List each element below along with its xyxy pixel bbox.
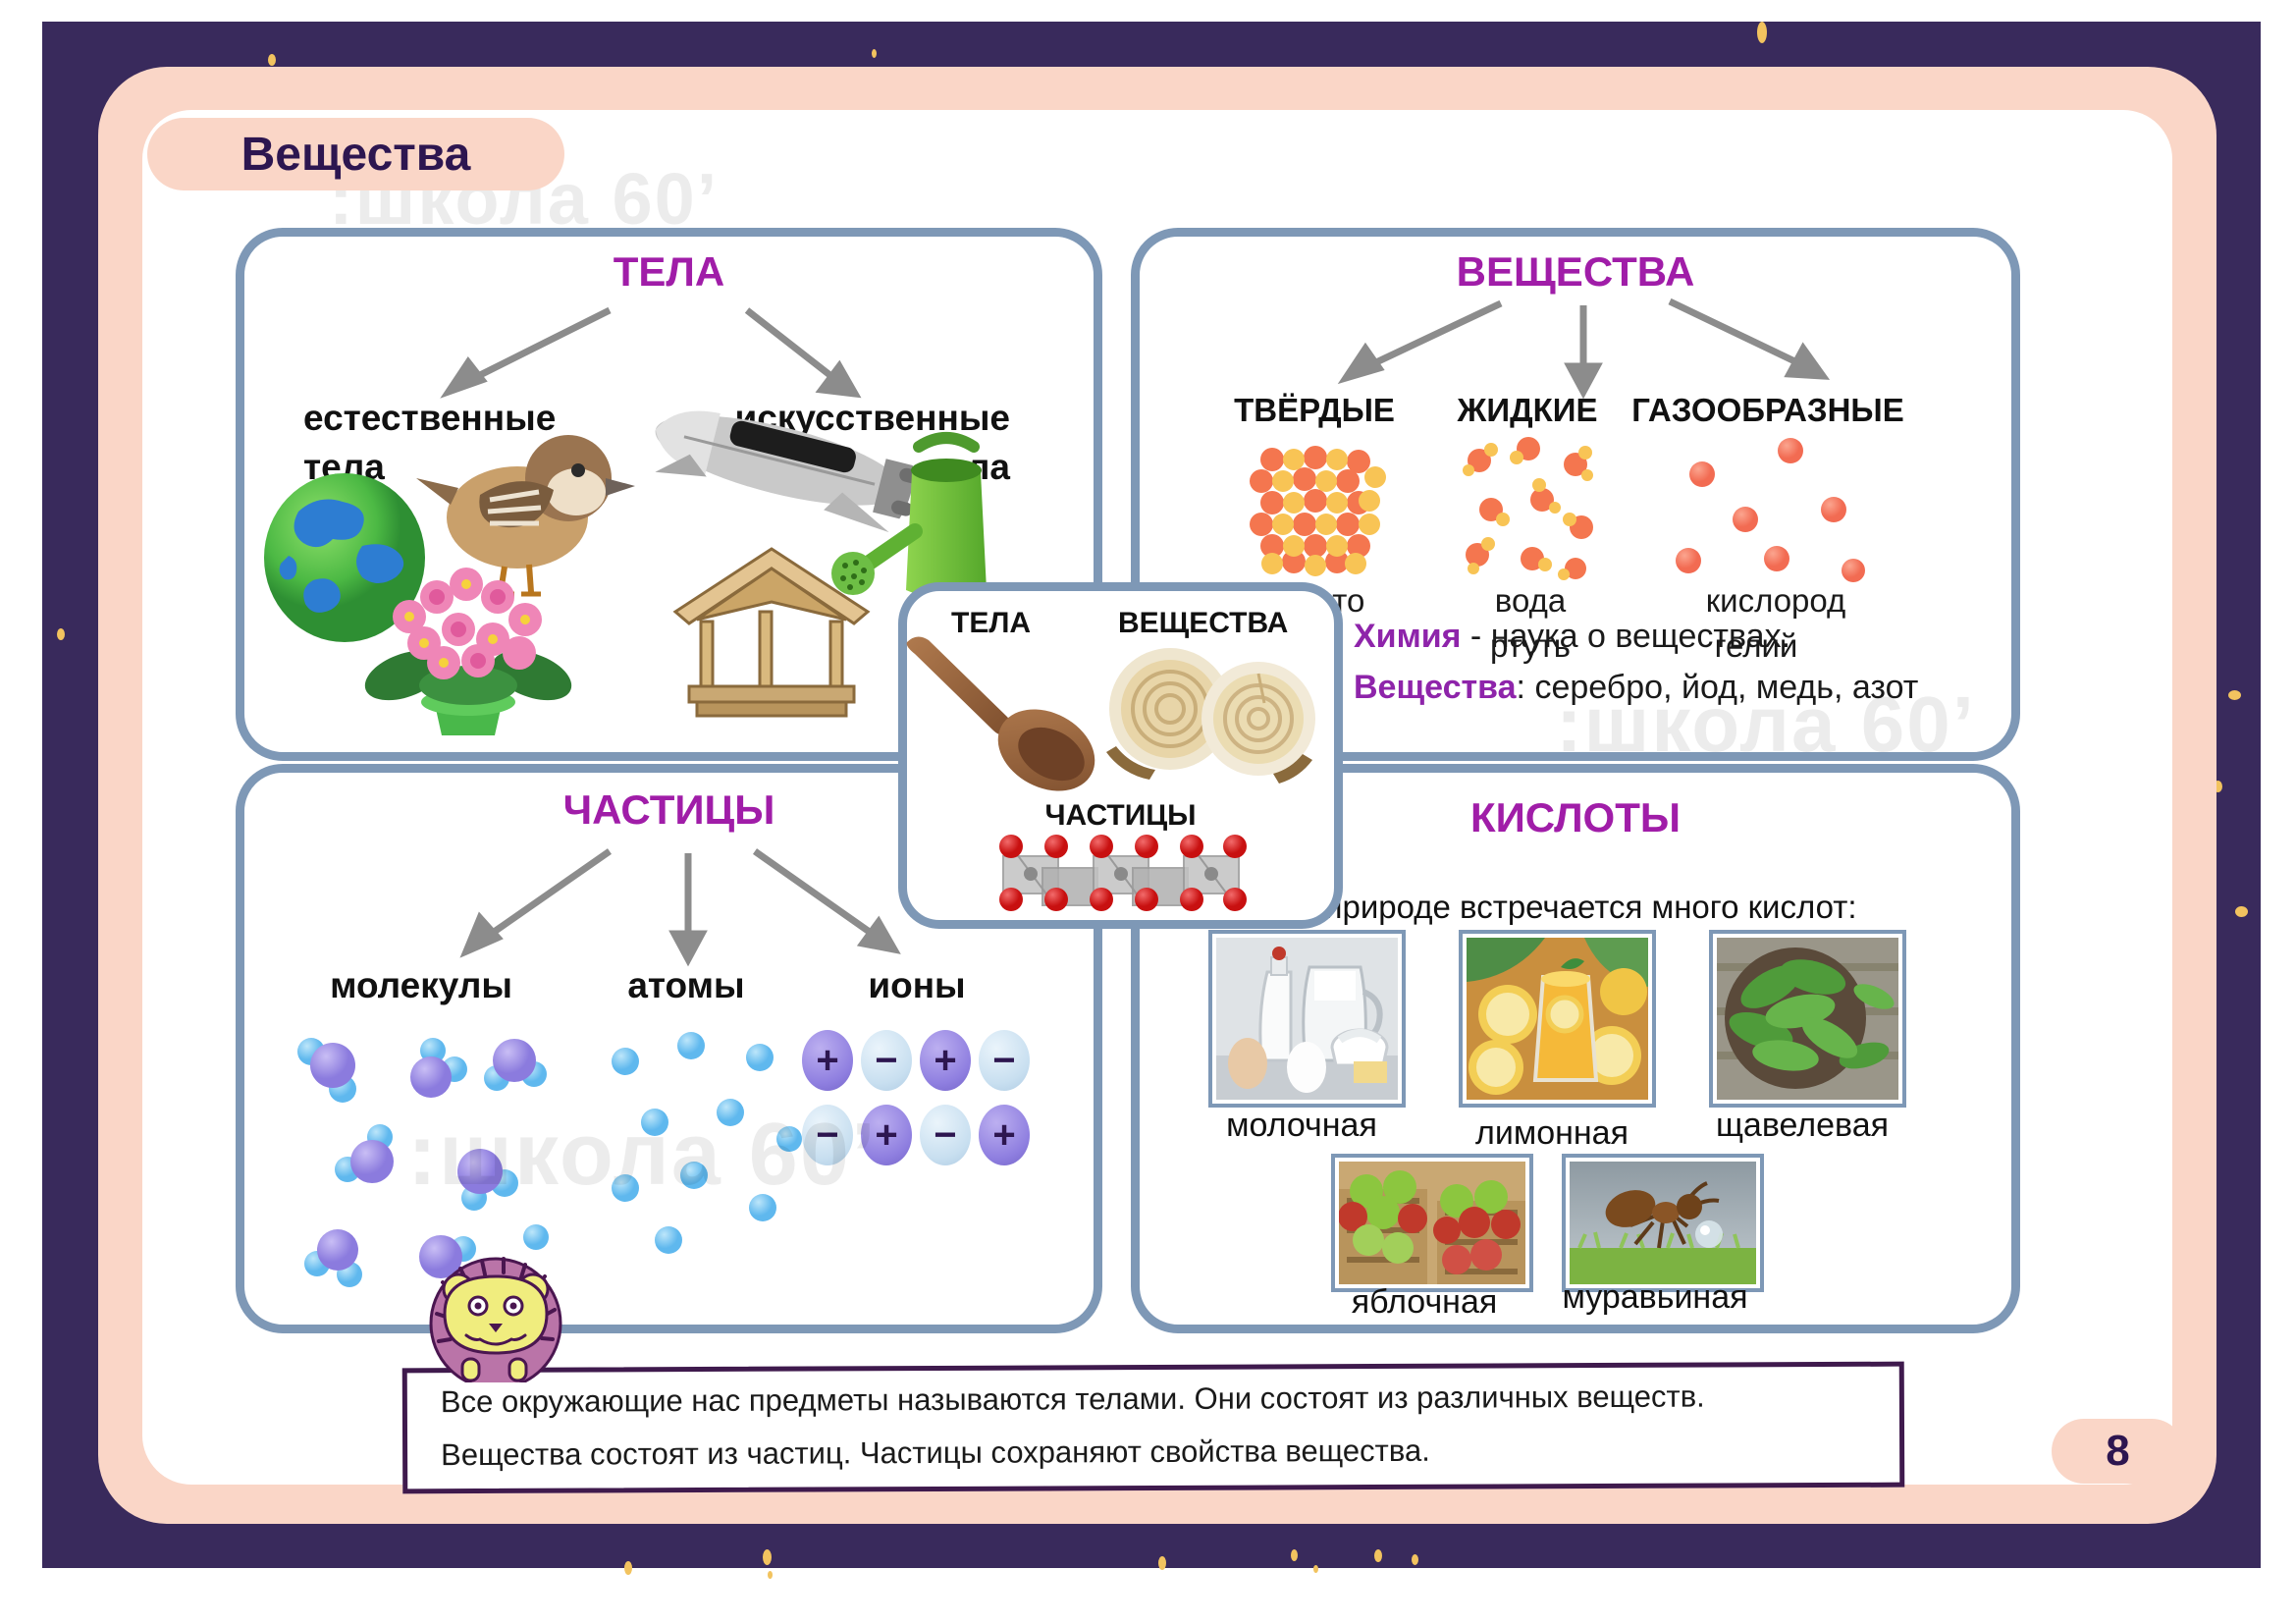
- lemons-icon: [1467, 938, 1648, 1100]
- globe-icon: [264, 473, 425, 642]
- star-dot: [2228, 690, 2241, 700]
- hedgehog-mascot-icon: [429, 1257, 562, 1382]
- ion-negative: −: [861, 1030, 912, 1091]
- star-dot: [2214, 781, 2222, 792]
- ion-positive: +: [920, 1030, 971, 1091]
- gas-example-1: кислород: [1705, 582, 1846, 619]
- footer-line-2: Вещества состоят из частиц. Частицы сохр…: [441, 1433, 1430, 1473]
- ions-label: ионы: [868, 965, 966, 1005]
- page-number: 8: [2106, 1427, 2130, 1475]
- ion-negative: −: [802, 1105, 853, 1165]
- milk-products-icon: [1216, 938, 1398, 1100]
- panel-particles: ЧАСТИЦЫ молекулы атомы ионы: [236, 764, 1102, 1333]
- particles-title: ЧАСТИЦЫ: [562, 786, 775, 833]
- panel-body-substance-particle: ТЕЛА ВЕЩЕСТВА ЧАСТИЦЫ: [898, 582, 1343, 929]
- formic-acid-image: [1562, 1154, 1764, 1292]
- page-number-pill: 8: [2052, 1419, 2184, 1484]
- solid-particles-icon: [1250, 446, 1386, 576]
- star-dot: [268, 54, 276, 66]
- watermark: :школа 60’: [1556, 680, 1976, 768]
- liquid-label: ЖИДКИЕ: [1457, 392, 1598, 428]
- star-dot: [57, 628, 65, 640]
- ion-negative: −: [920, 1105, 971, 1165]
- birdhouse-icon: [672, 547, 871, 718]
- acids-intro: В природе встречается много кислот:: [1294, 889, 1857, 925]
- panel-bodies: ТЕЛА естественные тела искусственные тел…: [236, 228, 1102, 761]
- star-dot: [1412, 1554, 1418, 1565]
- center-substances-label: ВЕЩЕСТВА: [1118, 607, 1289, 639]
- center-particles-label: ЧАСТИЦЫ: [1044, 799, 1197, 832]
- star-dot: [1158, 1556, 1166, 1570]
- malic-acid-image: [1331, 1154, 1533, 1292]
- substances-title: ВЕЩЕСТВА: [1456, 248, 1695, 295]
- molecules-icon: [297, 1038, 549, 1287]
- citric-acid-label: лимонная: [1475, 1114, 1629, 1152]
- chemistry-definition: Химия - наука о веществах.: [1354, 618, 1791, 655]
- molecules-label: молекулы: [330, 965, 512, 1005]
- oxalic-acid-label: щавелевая: [1715, 1107, 1890, 1144]
- gas-particles-icon: [1676, 438, 1865, 582]
- ion-positive: +: [979, 1105, 1030, 1165]
- liquid-example-1: вода: [1494, 582, 1567, 619]
- lactic-acid-label: молочная: [1226, 1107, 1377, 1144]
- oxalic-acid-image: [1709, 930, 1906, 1108]
- apples-icon: [1339, 1162, 1525, 1284]
- substances-examples: Вещества: серебро, йод, медь, азот: [1354, 669, 1919, 706]
- wood-logs-icon: [1106, 648, 1315, 784]
- star-dot: [1374, 1549, 1382, 1562]
- atoms-label: атомы: [627, 965, 745, 1005]
- center-bodies-label: ТЕЛА: [951, 607, 1032, 639]
- bodies-title: ТЕЛА: [613, 248, 725, 295]
- star-dot: [624, 1561, 632, 1575]
- star-dot: [1313, 1565, 1318, 1573]
- ion-positive: +: [861, 1105, 912, 1165]
- sorrel-leaves-icon: [1717, 938, 1898, 1100]
- star-dot: [768, 1571, 773, 1579]
- page-title: Вещества: [240, 128, 471, 181]
- watermark: :школа 60’: [407, 1106, 878, 1204]
- citric-acid-image: [1459, 930, 1656, 1108]
- ion-positive: +: [802, 1030, 853, 1091]
- acids-title: КИСЛОТЫ: [1469, 794, 1682, 840]
- panel-acids: КИСЛОТЫ В природе встречается много кисл…: [1131, 764, 2020, 1333]
- footer-line-1: Все окружающие нас предметы называются т…: [440, 1379, 1705, 1420]
- star-dot: [872, 49, 877, 58]
- ion-negative: −: [979, 1030, 1030, 1091]
- space-shuttle-icon: [655, 410, 922, 533]
- star-dot: [2235, 906, 2248, 917]
- footer-note-box: Все окружающие нас предметы называются т…: [401, 1361, 1905, 1494]
- wooden-spoon-icon: [906, 636, 1095, 791]
- natural-bodies-label: естественные тела: [303, 398, 557, 487]
- ant-icon: [1570, 1162, 1756, 1284]
- formic-acid-label: муравьиная: [1562, 1278, 1748, 1316]
- solid-label: ТВЁРДЫЕ: [1234, 392, 1395, 428]
- crystal-lattice-icon: [999, 835, 1247, 911]
- malic-acid-label: яблочная: [1351, 1283, 1498, 1321]
- gas-example-2: гелий: [1714, 627, 1798, 664]
- star-dot: [1757, 22, 1767, 43]
- atoms-icon: [612, 1032, 802, 1254]
- star-dot: [763, 1549, 772, 1565]
- watering-can-icon: [831, 432, 987, 599]
- lactic-acid-image: [1208, 930, 1406, 1108]
- sparrow-icon: [416, 435, 635, 597]
- violets-icon: [364, 568, 572, 735]
- liquid-particles-icon: [1463, 437, 1593, 580]
- page-title-pill: Вещества: [147, 118, 564, 190]
- star-dot: [1291, 1549, 1298, 1561]
- gas-label: ГАЗООБРАЗНЫЕ: [1631, 392, 1904, 428]
- liquid-example-2: ртуть: [1490, 627, 1571, 664]
